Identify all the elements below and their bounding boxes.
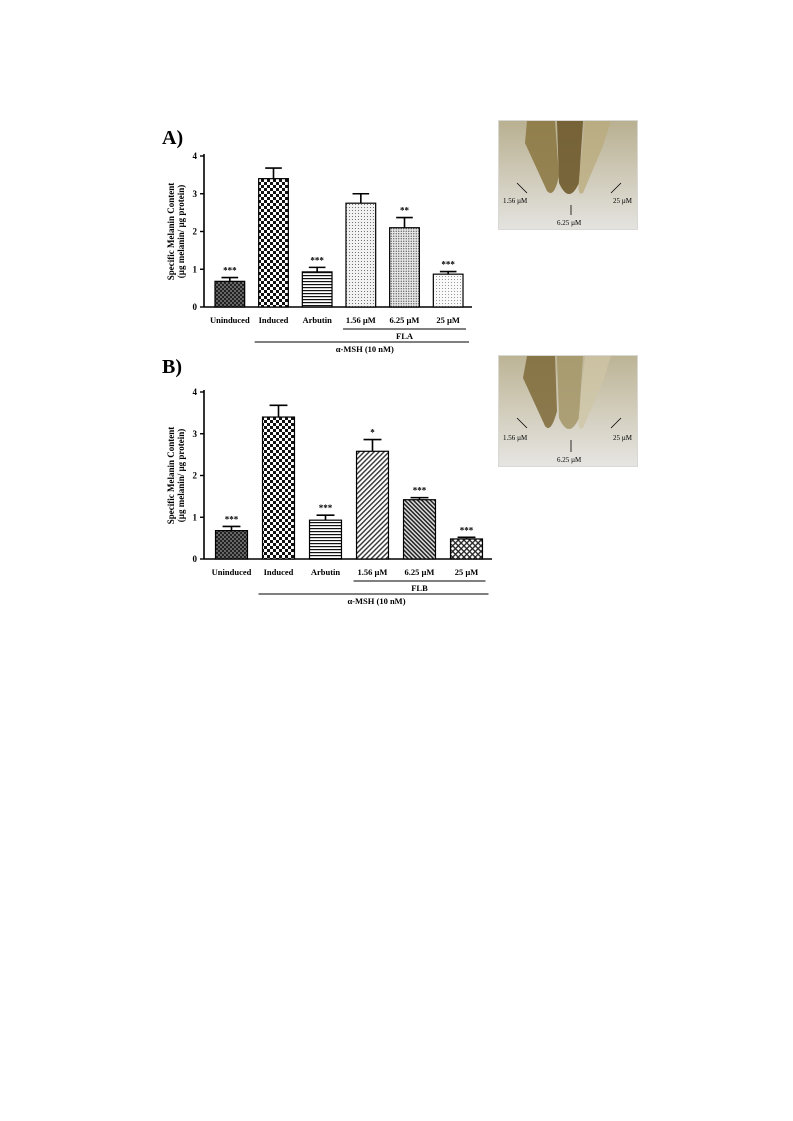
- significance-label: *: [370, 428, 375, 438]
- y-tick-label: 3: [193, 189, 198, 199]
- y-tick-label: 3: [193, 429, 198, 439]
- chart-b: 0 1 2 3 4 Specific Melanin Content (µg melanin…: [166, 387, 492, 606]
- bar: [355, 450, 390, 560]
- category-label: 6.25 µM: [405, 567, 435, 577]
- category-label: Arbutin: [303, 315, 333, 325]
- category-label: 25 µM: [436, 315, 460, 325]
- y-tick-label: 4: [193, 387, 198, 397]
- y-tick-label: 2: [193, 471, 198, 481]
- significance-label: **: [400, 206, 410, 216]
- panel-a-label: A): [162, 127, 184, 149]
- photo-b-label-2: 6.25 µM: [557, 456, 582, 464]
- y-axis-label-line2: (µg melanin/ µg protein): [176, 185, 186, 278]
- bar: [214, 280, 246, 308]
- tube-1-shape: [525, 121, 559, 194]
- bar: [258, 178, 289, 308]
- tube-photo-b-graphic: 1.56 µM 6.25 µM 25 µM: [499, 356, 637, 466]
- group-label: FLA: [396, 331, 414, 341]
- significance-label: ***: [225, 514, 239, 524]
- tube-b-3-shape: [578, 356, 611, 429]
- y-tick-label: 2: [193, 227, 198, 237]
- significance-label: ***: [310, 255, 324, 265]
- tube-photo-a: 1.56 µM 6.25 µM 25 µM: [498, 120, 638, 230]
- category-label: Uninduced: [210, 315, 250, 325]
- category-label: Uninduced: [212, 567, 252, 577]
- y-tick-label: 4: [193, 151, 198, 161]
- y-tick-label: 0: [193, 554, 198, 564]
- bar: [449, 538, 484, 560]
- tube-3-shape: [578, 121, 611, 194]
- category-label: 1.56 µM: [346, 315, 376, 325]
- category-label: 6.25 µM: [390, 315, 420, 325]
- category-label: 1.56 µM: [358, 567, 388, 577]
- bar: [389, 227, 420, 308]
- photo-a-label-1: 1.56 µM: [503, 197, 528, 205]
- category-label: Induced: [259, 315, 289, 325]
- bar: [301, 271, 333, 308]
- bar: [261, 416, 296, 560]
- tube-2-shape: [557, 121, 583, 194]
- y-axis-label-line1: Specific Melanin Content: [166, 427, 176, 525]
- y-axis-label-line1: Specific Melanin Content: [166, 183, 176, 281]
- category-label: Arbutin: [311, 567, 341, 577]
- bar: [345, 202, 377, 308]
- bar: [308, 519, 343, 560]
- y-tick-label: 1: [193, 512, 198, 522]
- bar: [214, 530, 249, 560]
- significance-label: ***: [223, 266, 237, 276]
- tube-photo-b: 1.56 µM 6.25 µM 25 µM: [498, 355, 638, 467]
- category-label: Induced: [264, 567, 294, 577]
- treatment-label: α-MSH (10 nM): [347, 596, 405, 606]
- chart-a: 0 1 2 3 4 Specific Melanin Content (µg melanin…: [166, 151, 472, 354]
- photo-a-label-3: 25 µM: [613, 197, 633, 205]
- significance-label: ***: [319, 503, 333, 513]
- group-label: FLB: [411, 583, 428, 593]
- bar: [432, 273, 464, 308]
- tube-photo-a-graphic: 1.56 µM 6.25 µM 25 µM: [499, 121, 637, 229]
- bar: [402, 499, 437, 560]
- y-tick-label: 0: [193, 302, 198, 312]
- tube-b-2-shape: [557, 356, 583, 429]
- photo-b-label-1: 1.56 µM: [503, 434, 528, 442]
- photo-a-label-2: 6.25 µM: [557, 219, 582, 227]
- treatment-label: α-MSH (10 nM): [336, 344, 394, 354]
- y-tick-label: 1: [193, 264, 198, 274]
- photo-b-label-3: 25 µM: [613, 434, 633, 442]
- significance-label: ***: [413, 486, 427, 496]
- significance-label: ***: [441, 260, 455, 270]
- category-label: 25 µM: [455, 567, 479, 577]
- tube-b-1-shape: [523, 356, 557, 429]
- y-axis-label-line2: (µg melanin/ µg protein): [176, 429, 186, 522]
- significance-label: ***: [460, 525, 474, 535]
- panel-b-label: B): [162, 356, 182, 378]
